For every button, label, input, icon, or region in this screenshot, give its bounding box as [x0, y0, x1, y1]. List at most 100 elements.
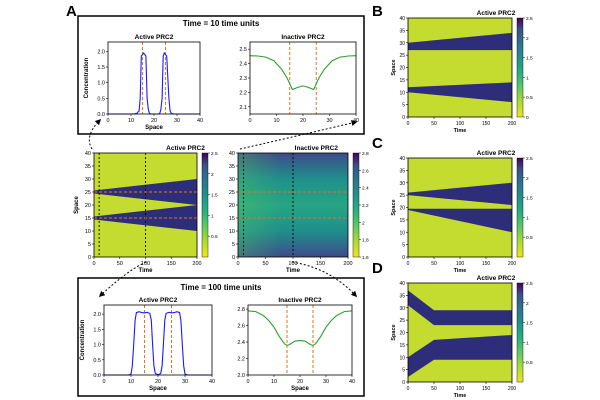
x-tick-label: 150 — [167, 261, 176, 267]
y-tick-label: 1.0 — [97, 81, 105, 87]
colorbar — [516, 282, 524, 383]
inset-box-t10 — [77, 15, 365, 135]
x-tick-label: 10 — [273, 118, 279, 124]
x-axis-label: Space — [145, 125, 163, 131]
active-region — [408, 32, 512, 51]
y-tick-label: 5 — [232, 242, 235, 248]
active-region — [408, 290, 512, 326]
y-tick-label: 10 — [399, 355, 405, 361]
y-tick-label: 15 — [229, 216, 235, 222]
chart-a_heat_active: 0 50 100 150 200 0 5 10 15 20 25 30 35 40 Active PRC2 T… — [74, 145, 218, 274]
x-tick-label: 0 — [407, 261, 410, 267]
active-region — [408, 334, 512, 378]
plot-frame — [237, 152, 349, 258]
panel-letter-b: B — [372, 3, 383, 20]
y-axis-label: Space — [74, 196, 80, 214]
colorbar-tick-label: 2.5 — [211, 151, 218, 157]
y-axis-label: Concentration — [84, 57, 90, 98]
y-tick-label: 2.3 — [239, 76, 247, 82]
x-tick-label: 20 — [155, 379, 161, 385]
x-tick-label: 100 — [288, 261, 297, 267]
colorbar-tick-label: 2.2 — [362, 203, 369, 209]
panel-letter-a: A — [66, 3, 77, 20]
y-tick-label: 20 — [399, 206, 405, 212]
y-tick-label: 2.4 — [237, 340, 245, 346]
plot-frame — [407, 157, 513, 258]
colorbar-tick-label: 2 — [526, 176, 529, 182]
plot-frame — [103, 304, 213, 376]
y-tick-label: 35 — [399, 28, 405, 34]
y-tick-label: 35 — [85, 164, 91, 170]
x-tick-label: 10 — [271, 379, 277, 385]
inset-title-t10: Time = 10 time units — [183, 19, 260, 28]
y-tick-label: 1.0 — [93, 343, 101, 349]
connector-arrow — [291, 261, 358, 298]
y-tick-label: 10 — [399, 90, 405, 96]
y-tick-label: 30 — [399, 306, 405, 312]
y-tick-label: 10 — [229, 229, 235, 235]
heatmap-background — [408, 158, 512, 257]
y-axis-label: Space — [391, 324, 397, 340]
colorbar-tick-label: 2.5 — [526, 16, 533, 22]
connector-arrow — [88, 118, 102, 150]
series-line — [249, 55, 357, 91]
x-tick-label: 40 — [353, 118, 359, 124]
x-tick-label: 40 — [349, 379, 355, 385]
x-tick-label: 200 — [192, 261, 201, 267]
x-tick-label: 100 — [141, 261, 150, 267]
series-line — [108, 51, 200, 115]
x-axis-label: Time — [454, 393, 467, 399]
x-tick-label: 0 — [248, 118, 251, 124]
chart-a_t100_active: 0 10 20 30 40 0.0 0.5 1.0 1.5 2.0 Active PRC2 Space… — [80, 297, 215, 392]
colorbar-tick-label: 2 — [362, 220, 365, 226]
connector-arrow — [239, 120, 358, 150]
y-tick-label: 20 — [229, 203, 235, 209]
y-tick-label: 2.1 — [239, 105, 247, 111]
x-axis-label: Space — [291, 386, 309, 392]
chart-title: Active PRC2 — [166, 145, 205, 152]
plot-frame — [407, 17, 513, 118]
inset-title-t100: Time = 100 time units — [181, 283, 263, 292]
y-tick-label: 25 — [399, 318, 405, 324]
x-tick-label: 30 — [174, 118, 180, 124]
y-tick-label: 20 — [399, 331, 405, 337]
y-tick-label: 20 — [85, 203, 91, 209]
y-tick-label: 0.5 — [93, 358, 101, 364]
y-tick-label: 25 — [85, 190, 91, 196]
colorbar-tick-label: 1.8 — [362, 238, 369, 244]
chart-title: Inactive PRC2 — [295, 145, 339, 152]
y-tick-label: 25 — [399, 193, 405, 199]
x-axis-label: Time — [454, 128, 467, 134]
colorbar-tick-label: 1.5 — [526, 56, 533, 62]
x-tick-label: 150 — [482, 121, 491, 127]
y-tick-label: 2.2 — [237, 357, 245, 363]
plot-frame — [247, 304, 353, 376]
chart-a_t10_active: 0 10 20 30 40 0.0 0.5 1.0 1.5 2.0 Active PRC2 Space… — [84, 34, 203, 131]
colorbar-tick-label: 2 — [526, 301, 529, 307]
y-tick-label: 40 — [399, 156, 405, 162]
active-region — [408, 208, 512, 233]
x-axis-label: Time — [454, 268, 467, 274]
y-tick-label: 1.5 — [97, 65, 105, 71]
inset-box-t100 — [77, 277, 365, 397]
y-tick-label: 0.0 — [97, 112, 105, 118]
chart-c_heat: 0 50 100 150 200 0 5 10 15 20 25 30 35 40 Active PRC2 T… — [391, 150, 533, 274]
y-tick-label: 10 — [399, 230, 405, 236]
y-tick-label: 15 — [399, 78, 405, 84]
panel-letter-c: C — [372, 135, 383, 152]
colorbar-tick-label: 1.6 — [362, 255, 369, 261]
y-tick-label: 10 — [85, 229, 91, 235]
chart-title: Active PRC2 — [139, 297, 178, 304]
x-tick-label: 40 — [197, 118, 203, 124]
x-tick-label: 50 — [117, 261, 123, 267]
x-tick-label: 200 — [343, 261, 352, 267]
colorbar-tick-label: 0.5 — [211, 234, 218, 240]
y-tick-label: 2.2 — [239, 90, 247, 96]
x-tick-label: 0 — [407, 386, 410, 392]
connector-arrow — [98, 261, 147, 298]
y-tick-label: 15 — [399, 218, 405, 224]
series-line — [247, 310, 353, 347]
y-tick-label: 5 — [402, 368, 405, 374]
colorbar-tick-label: 2.8 — [362, 151, 369, 157]
